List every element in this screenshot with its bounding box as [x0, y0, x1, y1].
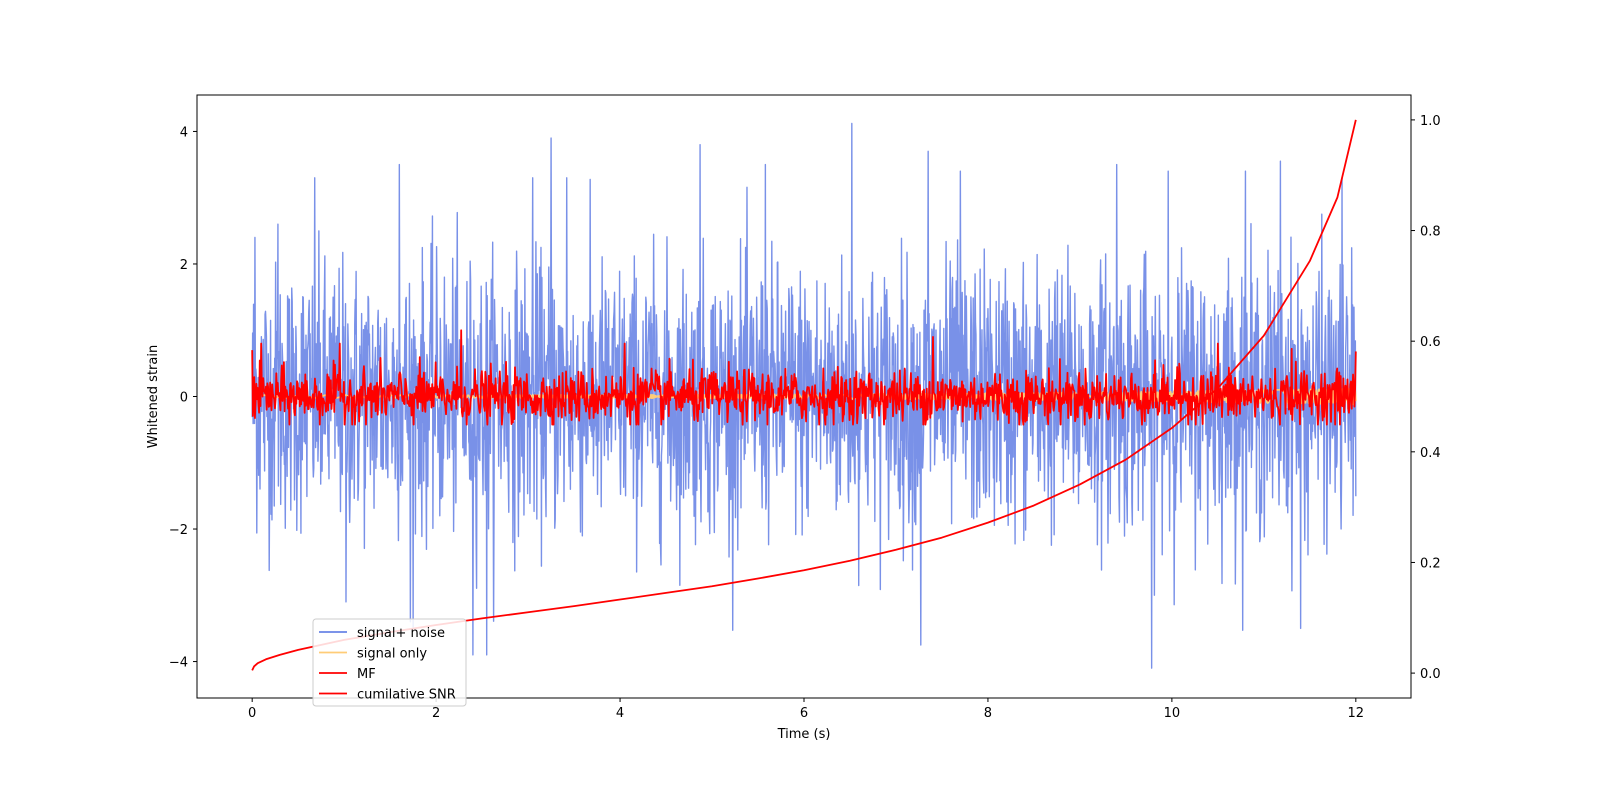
y-axis-right: 0.0 0.2 0.4 0.6 0.8 1.0: [1411, 114, 1441, 682]
y-right-tick-label: 0.2: [1420, 556, 1441, 571]
y-tick-label: −4: [169, 656, 188, 671]
y-axis-label: Whitened strain: [146, 345, 161, 448]
x-axis-label: Time (s): [777, 727, 831, 742]
legend-label: signal+ noise: [357, 626, 445, 641]
legend: signal+ noise signal only MF cumilative SNR: [312, 618, 467, 707]
y-right-tick-label: 0.8: [1420, 225, 1441, 240]
y-right-tick-label: 0.4: [1420, 446, 1441, 461]
y-right-tick-label: 0.6: [1420, 335, 1441, 350]
series-line-3: [251, 329, 1357, 426]
x-tick-label: 10: [1164, 706, 1181, 721]
legend-label: signal only: [357, 647, 427, 662]
y-right-tick-label: 0.0: [1420, 667, 1441, 682]
x-axis: 0 2 4 6 8 10 12: [248, 698, 1364, 721]
y-right-tick-label: 1.0: [1420, 114, 1441, 129]
legend-label: cumilative SNR: [357, 688, 456, 703]
x-tick-label: 12: [1348, 706, 1365, 721]
series-line-1: [251, 122, 1357, 669]
y-tick-label: 2: [180, 258, 188, 273]
x-tick-label: 0: [248, 706, 256, 721]
x-tick-label: 6: [800, 706, 808, 721]
y-tick-label: −2: [169, 523, 188, 538]
y-tick-label: 0: [180, 391, 188, 406]
legend-label: MF: [357, 667, 376, 682]
series-line-4: [251, 119, 1357, 671]
x-tick-label: 4: [616, 706, 624, 721]
series-layer: [251, 119, 1357, 671]
x-tick-label: 2: [432, 706, 440, 721]
y-tick-label: 4: [180, 125, 188, 140]
x-tick-label: 8: [984, 706, 992, 721]
y-axis-left: −4 −2 0 2 4: [169, 125, 197, 671]
legend-box: [312, 618, 467, 707]
